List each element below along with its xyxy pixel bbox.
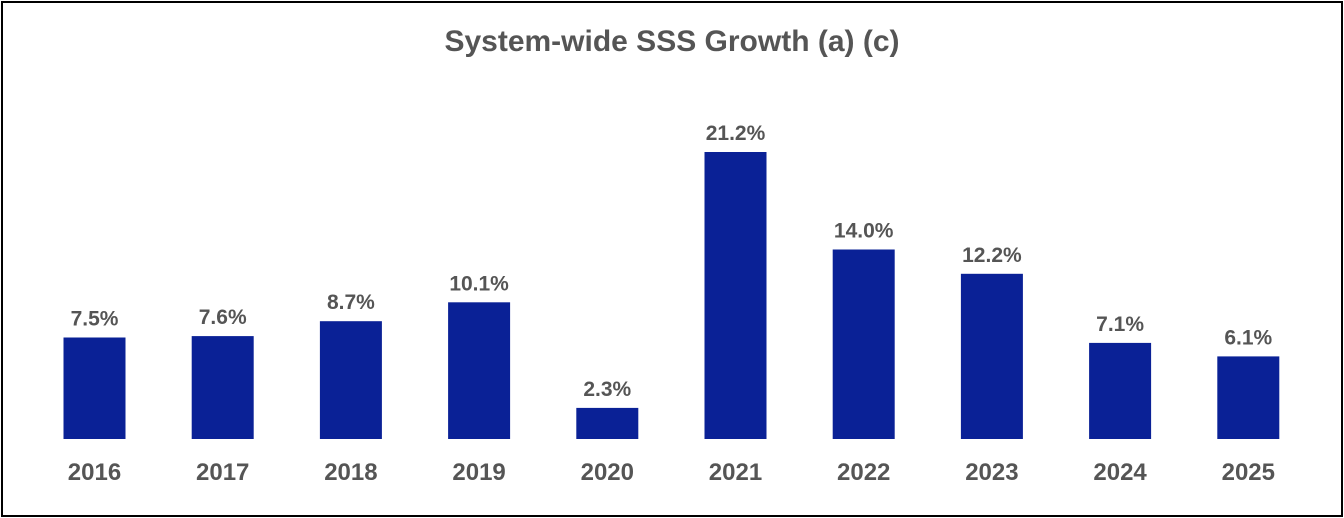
bar-chart: 7.5% 7.6% 8.7% 10.1% 2.3% 21.2% 14.0% 12.2% 7.1%… (63, 122, 1280, 486)
bars-layer (63, 152, 1280, 439)
bar-2017 (191, 336, 254, 439)
x-tick-label-2016: 2016 (68, 459, 121, 486)
bar-2025 (1217, 356, 1280, 439)
bar-2023 (960, 273, 1023, 439)
bar-2020 (576, 407, 639, 439)
x-tick-label-2020: 2020 (581, 459, 634, 486)
value-label-2024: 7.1% (1096, 313, 1144, 336)
bar-2016 (63, 337, 126, 439)
bar-2022 (832, 249, 895, 439)
bar-2021 (704, 152, 767, 439)
value-labels-layer: 7.5% 7.6% 8.7% 10.1% 2.3% 21.2% 14.0% 12.2% 7.1%… (71, 122, 1273, 401)
value-label-2016: 7.5% (71, 308, 119, 331)
x-tick-label-2017: 2017 (196, 459, 249, 486)
value-label-2018: 8.7% (327, 291, 375, 314)
x-tick-label-2018: 2018 (324, 459, 377, 486)
x-tick-label-2021: 2021 (709, 459, 762, 486)
x-tick-label-2025: 2025 (1222, 459, 1275, 486)
x-tick-label-2023: 2023 (965, 459, 1018, 486)
value-label-2025: 6.1% (1224, 326, 1272, 349)
x-tick-label-2019: 2019 (452, 459, 505, 486)
value-label-2019: 10.1% (449, 272, 509, 295)
value-label-2022: 14.0% (834, 220, 894, 243)
value-label-2020: 2.3% (583, 378, 631, 401)
chart-title: System-wide SSS Growth (a) (c) (444, 25, 900, 58)
x-axis-ticks-layer: 2016 2017 2018 2019 2020 2021 2022 2023 2024 2025 (68, 459, 1275, 486)
value-label-2023: 12.2% (962, 244, 1022, 267)
x-tick-label-2022: 2022 (837, 459, 890, 486)
bar-2018 (319, 321, 382, 439)
value-label-2017: 7.6% (199, 306, 247, 329)
x-tick-label-2024: 2024 (1093, 459, 1147, 486)
bar-2019 (448, 302, 511, 439)
value-label-2021: 21.2% (706, 122, 766, 145)
bar-2024 (1089, 342, 1152, 439)
